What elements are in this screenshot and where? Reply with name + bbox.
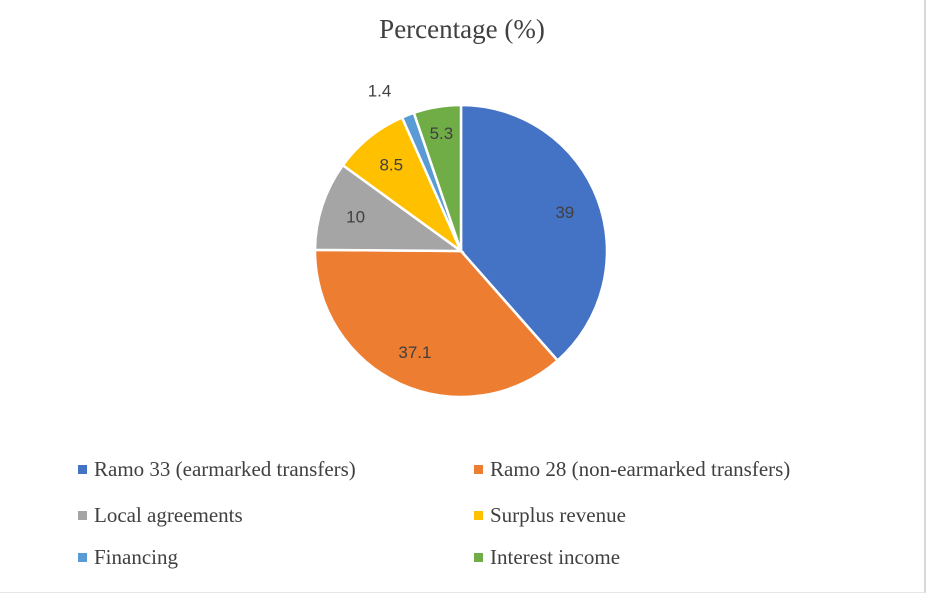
data-label-ramo-33-earmarked-transfers: 39: [555, 203, 574, 222]
legend-swatch: [474, 511, 483, 520]
pie-slice-local-agreements: [313, 163, 465, 253]
chart-title: Percentage (%): [379, 14, 545, 44]
legend-item-surplus-revenue: Surplus revenue: [474, 503, 626, 528]
legend-swatch: [474, 465, 483, 474]
legend-label: Local agreements: [94, 503, 243, 527]
legend-item-financing: Financing: [78, 545, 178, 570]
data-label-local-agreements: 10: [346, 207, 365, 226]
legend-swatch: [78, 465, 87, 474]
legend-item-ramo-28: Ramo 28 (non-earmarked transfers): [474, 457, 790, 482]
pie-slice-ramo-33-earmarked-transfers: [459, 103, 609, 363]
data-label-financing: 1.4: [368, 82, 392, 101]
legend-item-interest-income: Interest income: [474, 545, 620, 570]
pie-slice-interest-income: [412, 103, 463, 252]
legend-label: Financing: [94, 545, 178, 569]
legend-label: Surplus revenue: [490, 503, 626, 527]
data-label-surplus-revenue: 8.5: [379, 156, 403, 175]
legend-swatch: [78, 553, 87, 562]
legend-swatch: [78, 511, 87, 520]
data-label-ramo-28-non-earmarked-transfers: 37.1: [398, 343, 431, 362]
legend-item-ramo-33: Ramo 33 (earmarked transfers): [78, 457, 356, 482]
legend-label: Interest income: [490, 545, 621, 569]
legend-item-local-agreements: Local agreements: [78, 503, 243, 528]
legend-swatch: [474, 553, 483, 562]
data-label-interest-income: 5.3: [430, 124, 454, 143]
pie-slice-ramo-28-non-earmarked-transfers: [313, 248, 560, 399]
legend-label: Ramo 33 (earmarked transfers): [94, 457, 356, 481]
legend-label: Ramo 28 (non-earmarked transfers): [490, 457, 791, 481]
